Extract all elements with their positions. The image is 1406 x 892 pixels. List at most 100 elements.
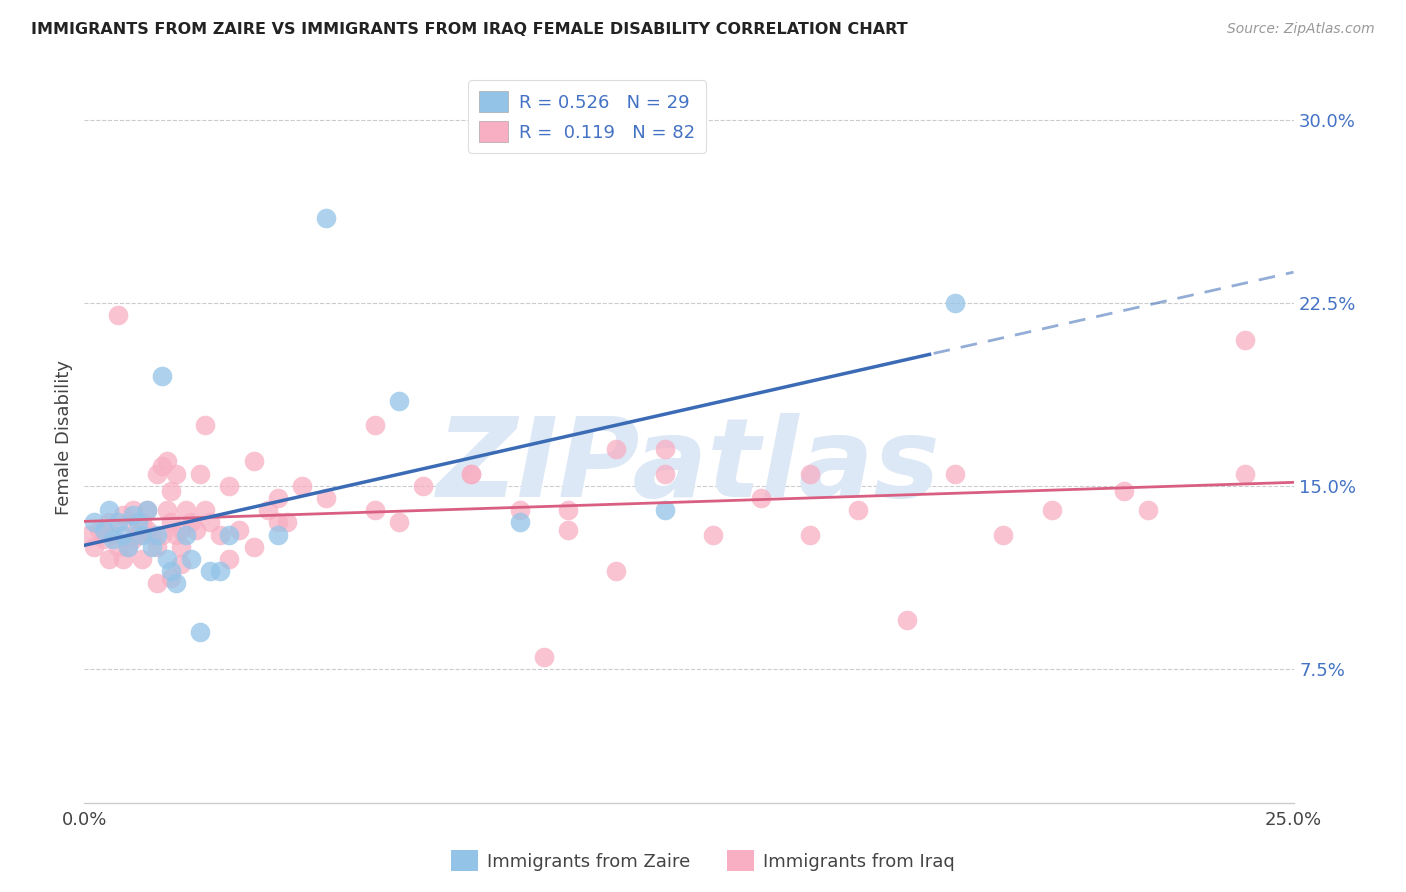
Point <box>557 503 579 517</box>
Point <box>1114 483 1136 498</box>
Point <box>198 564 221 578</box>
Point <box>112 508 135 522</box>
Point <box>127 527 149 541</box>
Point <box>267 516 290 530</box>
Point <box>146 467 169 481</box>
Point <box>257 503 280 517</box>
Point <box>174 503 197 517</box>
Point <box>276 516 298 530</box>
Point <box>388 393 411 408</box>
Point <box>605 442 627 457</box>
Point <box>605 564 627 578</box>
Point <box>136 523 159 537</box>
Point <box>87 523 110 537</box>
Point <box>315 491 337 505</box>
Point <box>160 483 183 498</box>
Point <box>194 417 217 432</box>
Point <box>1137 503 1160 517</box>
Point <box>121 533 143 547</box>
Legend: Immigrants from Zaire, Immigrants from Iraq: Immigrants from Zaire, Immigrants from I… <box>444 843 962 879</box>
Point <box>557 523 579 537</box>
Point <box>103 527 125 541</box>
Point <box>218 527 240 541</box>
Point <box>121 508 143 522</box>
Point <box>97 552 120 566</box>
Point <box>165 576 187 591</box>
Point <box>136 503 159 517</box>
Text: ZIPatlas: ZIPatlas <box>437 413 941 520</box>
Point <box>291 479 314 493</box>
Point <box>150 459 173 474</box>
Point <box>77 527 100 541</box>
Point <box>363 503 385 517</box>
Point <box>107 308 129 322</box>
Point <box>943 467 966 481</box>
Point <box>846 503 869 517</box>
Point <box>228 523 250 537</box>
Point <box>160 564 183 578</box>
Point <box>165 527 187 541</box>
Point <box>242 454 264 468</box>
Point <box>121 503 143 517</box>
Point <box>150 369 173 384</box>
Point <box>460 467 482 481</box>
Point <box>131 516 153 530</box>
Point <box>112 527 135 541</box>
Y-axis label: Female Disability: Female Disability <box>55 359 73 515</box>
Point <box>218 552 240 566</box>
Point <box>170 557 193 571</box>
Point <box>160 516 183 530</box>
Point <box>363 417 385 432</box>
Point <box>194 503 217 517</box>
Point <box>267 491 290 505</box>
Point <box>1234 333 1257 347</box>
Point <box>150 527 173 541</box>
Point <box>198 516 221 530</box>
Text: Source: ZipAtlas.com: Source: ZipAtlas.com <box>1227 22 1375 37</box>
Point <box>170 523 193 537</box>
Point <box>1234 467 1257 481</box>
Point <box>131 552 153 566</box>
Point <box>103 533 125 547</box>
Text: IMMIGRANTS FROM ZAIRE VS IMMIGRANTS FROM IRAQ FEMALE DISABILITY CORRELATION CHAR: IMMIGRANTS FROM ZAIRE VS IMMIGRANTS FROM… <box>31 22 907 37</box>
Point <box>208 564 231 578</box>
Point <box>218 479 240 493</box>
Point <box>184 523 207 537</box>
Point <box>131 527 153 541</box>
Point <box>180 516 202 530</box>
Point <box>1040 503 1063 517</box>
Point <box>993 527 1015 541</box>
Point <box>896 613 918 627</box>
Point <box>190 467 212 481</box>
Point <box>654 467 676 481</box>
Point <box>388 516 411 530</box>
Point <box>93 523 115 537</box>
Point <box>83 540 105 554</box>
Point <box>141 540 163 554</box>
Point <box>460 467 482 481</box>
Point <box>117 540 139 554</box>
Point <box>190 625 212 640</box>
Point <box>702 527 724 541</box>
Point <box>799 527 821 541</box>
Point <box>83 516 105 530</box>
Point <box>654 503 676 517</box>
Point <box>146 576 169 591</box>
Point <box>107 540 129 554</box>
Point <box>97 503 120 517</box>
Point <box>97 516 120 530</box>
Point <box>180 552 202 566</box>
Point <box>146 540 169 554</box>
Point <box>112 552 135 566</box>
Point <box>141 527 163 541</box>
Point <box>174 527 197 541</box>
Point <box>155 503 177 517</box>
Point <box>155 552 177 566</box>
Point <box>509 516 531 530</box>
Point <box>146 527 169 541</box>
Point <box>509 503 531 517</box>
Point <box>127 516 149 530</box>
Point <box>751 491 773 505</box>
Point <box>315 211 337 225</box>
Point <box>799 467 821 481</box>
